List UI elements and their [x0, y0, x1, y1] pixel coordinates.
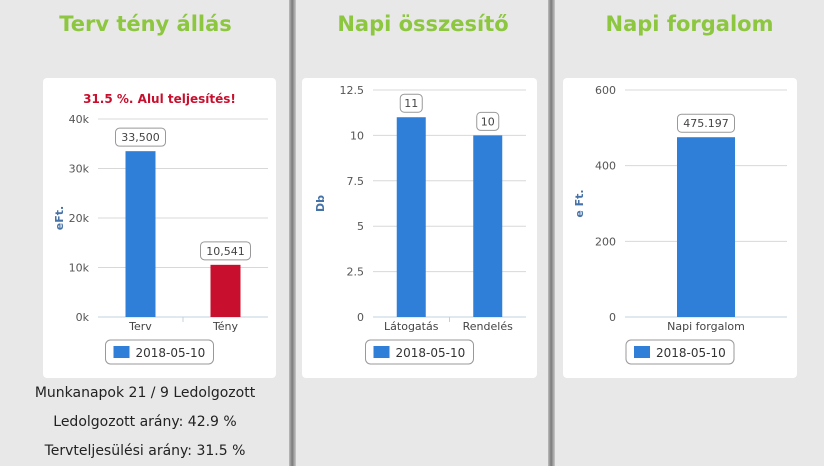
y-tick-label: 7.5 [347, 175, 365, 188]
data-label: 11 [404, 97, 418, 110]
panel-title: Terv tény állás [59, 12, 232, 36]
legend-swatch [113, 346, 130, 358]
legend-label: 2018-05-10 [656, 346, 726, 360]
y-tick-label: 2.5 [347, 266, 365, 279]
y-axis-label: e Ft. [573, 189, 586, 217]
bar [473, 135, 503, 317]
y-tick-label: 0 [357, 311, 364, 324]
legend-label: 2018-05-10 [396, 346, 466, 360]
bar-chart: 0 200 400 600 e Ft. Napi forgalom 475.197 2018-… [573, 84, 787, 365]
column-divider [289, 0, 296, 466]
data-label: 33,500 [121, 131, 160, 144]
legend-box [625, 339, 735, 365]
data-label-box [200, 241, 251, 261]
bar [396, 117, 426, 317]
y-tick-label: 0 [609, 311, 616, 324]
stat-worked-ratio: Ledolgozott arány: 42.9 % [53, 414, 237, 430]
x-tick-label: Tény [212, 320, 239, 333]
y-tick-label: 20k [69, 212, 90, 225]
bar [677, 137, 735, 317]
stat-plan-ratio: Tervteljesülési arány: 31.5 % [44, 443, 246, 459]
y-tick-label: 30k [69, 163, 90, 176]
bar-chart: 31.5 %. Alul teljesítés! 0k 10k 20k 30k 40k eF… [53, 92, 268, 365]
y-tick-label: 5 [357, 220, 364, 233]
data-label-box [476, 111, 500, 131]
data-label-box [399, 93, 423, 113]
chart-card: 31.5 %. Alul teljesítés! 0k 10k 20k 30k 40k eF… [43, 78, 276, 378]
data-label: 475.197 [683, 117, 729, 130]
x-tick-label: Rendelés [463, 320, 513, 333]
panel-title: Napi forgalom [605, 12, 774, 36]
legend-swatch [373, 346, 390, 358]
legend-box [105, 339, 214, 365]
bar-chart: 0 2.5 5 7.5 10 12.5 Db Látogatás 11 Rendelés 10 201… [314, 84, 526, 365]
x-tick-label: Látogatás [384, 320, 439, 333]
x-tick-label: Napi forgalom [667, 320, 745, 333]
y-tick-label: 600 [595, 84, 616, 97]
bar [125, 151, 156, 317]
y-tick-label: 12.5 [340, 84, 365, 97]
legend-label: 2018-05-10 [136, 346, 206, 360]
legend-swatch [634, 346, 650, 358]
column-divider [548, 0, 555, 466]
panel-napi-forgalom: Napi forgalom 0 200 400 600 e Ft. Napi forgal… [555, 0, 824, 466]
x-tick-label: Terv [128, 320, 152, 333]
panel-title: Napi összesítő [337, 12, 509, 36]
legend-box [365, 339, 474, 365]
chart-card: 0 200 400 600 e Ft. Napi forgalom 475.197 2018-… [563, 78, 797, 378]
bar [210, 264, 241, 317]
panel-terv-teny: Terv tény állás 31.5 %. Alul teljesítés!… [0, 0, 291, 466]
y-tick-label: 400 [595, 160, 616, 173]
data-label: 10 [481, 115, 495, 128]
y-tick-label: 10k [69, 262, 90, 275]
y-tick-label: 200 [595, 235, 616, 248]
y-tick-label: 40k [69, 113, 90, 126]
y-axis-label: Db [314, 195, 327, 212]
chart-title: 31.5 %. Alul teljesítés! [83, 92, 236, 106]
chart-card: 0 2.5 5 7.5 10 12.5 Db Látogatás 11 Rendelés 10 201… [302, 78, 537, 378]
stat-workdays: Munkanapok 21 / 9 Ledolgozott [34, 385, 256, 401]
panel-napi-osszesito: Napi összesítő 0 2.5 5 7.5 10 12.5 Db Látogatás… [296, 0, 550, 466]
data-label-box [677, 113, 735, 133]
data-label: 10,541 [206, 245, 245, 258]
data-label-box [115, 127, 166, 147]
y-tick-label: 10 [350, 129, 364, 142]
y-axis-label: eFt. [53, 206, 66, 230]
y-tick-label: 0k [76, 311, 90, 324]
